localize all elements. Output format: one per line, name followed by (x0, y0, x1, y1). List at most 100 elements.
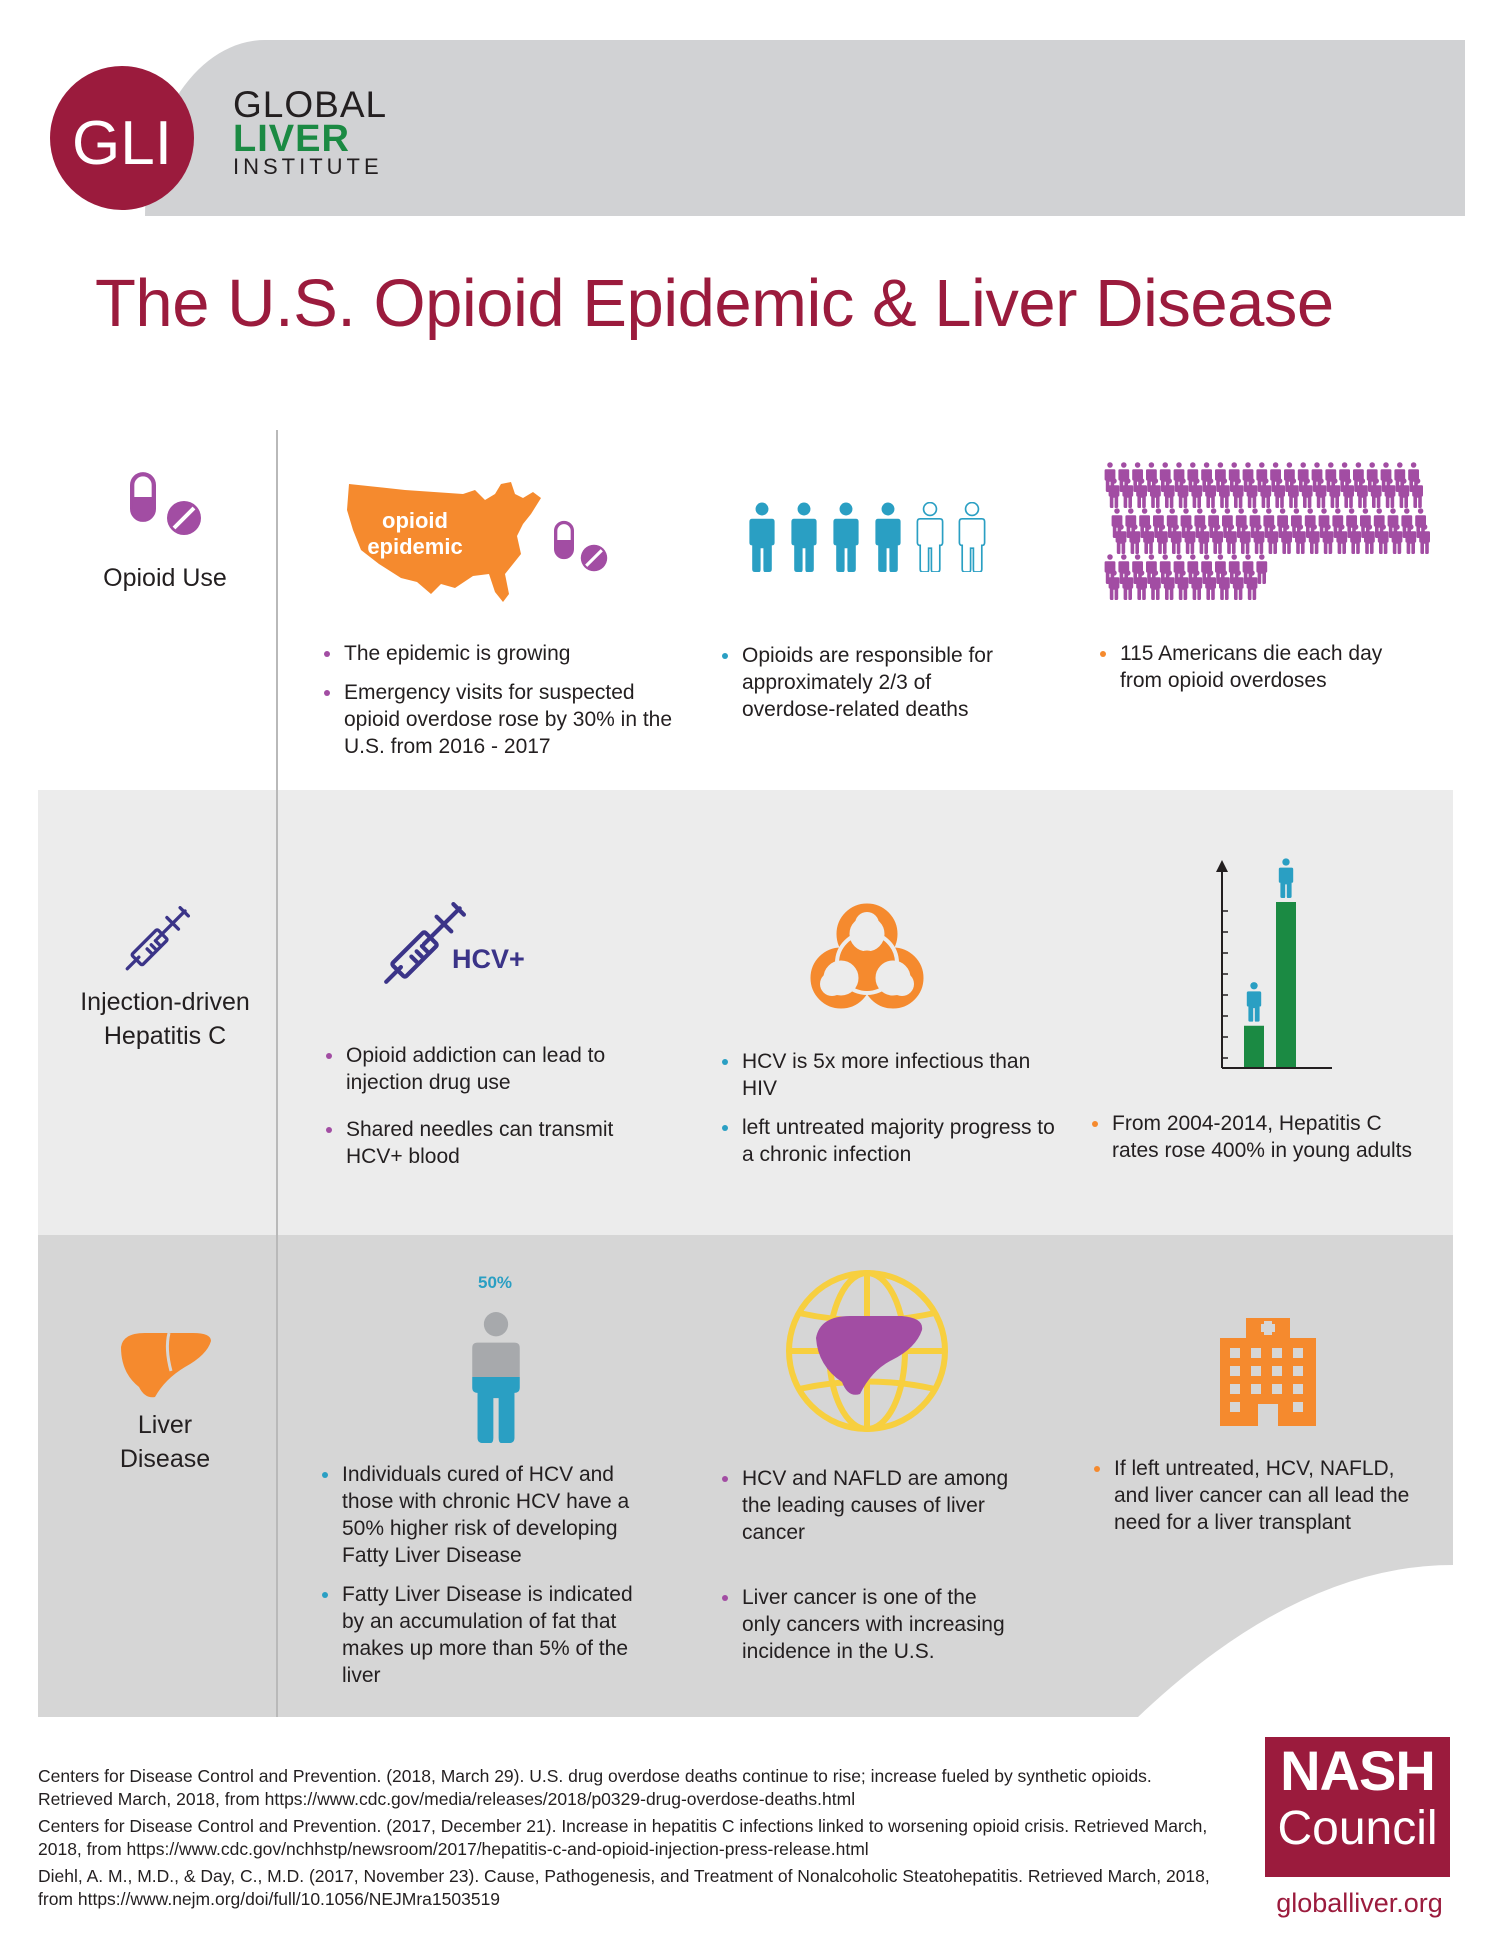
crowd-person-icon (1315, 478, 1327, 508)
crowd-person-icon (1219, 570, 1230, 600)
crowd-person-icon (1143, 524, 1154, 554)
liver-icon (121, 1332, 211, 1398)
person-filled-icon (749, 502, 775, 572)
crowd-person-icon (1350, 524, 1361, 554)
row-label-opioid-use: Opioid Use (103, 564, 227, 592)
list-item: Fatty Liver Disease is indicated by an a… (316, 1581, 656, 1689)
reference-item: Diehl, A. M., M.D., & Day, C., M.D. (201… (38, 1866, 1210, 1909)
list-item: If left untreated, HCV, NAFLD, and liver… (1088, 1455, 1418, 1536)
site-url[interactable]: globalliver.org (1276, 1888, 1443, 1918)
hospital-window (1251, 1348, 1261, 1358)
map-label-line2: epidemic (367, 534, 462, 559)
person-outline-icon (958, 502, 986, 572)
crowd-person-icon (1205, 478, 1216, 508)
crowd-person-icon (1177, 570, 1189, 600)
crowd-person-icon (1246, 570, 1258, 600)
liver-col3-list: If left untreated, HCV, NAFLD, and liver… (1088, 1455, 1418, 1548)
crowd-person-icon (1177, 478, 1189, 508)
hospital-window (1272, 1384, 1282, 1394)
syringe-icon (125, 906, 190, 971)
crowd-person-icon (1226, 524, 1237, 554)
us-map-icon: opioid epidemic (347, 482, 541, 602)
crowd-person-icon (1122, 570, 1134, 600)
list-item: 115 Americans die each day from opioid o… (1094, 640, 1424, 694)
row-label-injection: Injection-driven Hepatitis C (50, 985, 280, 1053)
crowd-person-icon (1108, 478, 1120, 508)
crowd-person-icon (1191, 478, 1203, 508)
crowd-person-icon (1136, 478, 1147, 508)
hospital-window (1293, 1366, 1303, 1376)
nash-council-logo (1265, 1737, 1450, 1877)
percent-label: 50% (477, 1273, 513, 1292)
hospital-window (1293, 1348, 1303, 1358)
injection-col2-list: HCV is 5x more infectious than HIV left … (716, 1048, 1056, 1180)
list-item: Emergency visits for suspected opioid ov… (318, 679, 683, 760)
crowd-person-icon (1357, 478, 1368, 508)
row-label-line: Injection-driven (80, 988, 250, 1016)
crowd-person-icon (1260, 478, 1272, 508)
references: Centers for Disease Control and Preventi… (38, 1765, 1228, 1915)
people-ratio-icon (749, 502, 986, 572)
map-label-line1: opioid (382, 508, 448, 533)
brand-institute: INSTITUTE (233, 154, 383, 179)
crowd-person-icon (1412, 478, 1423, 508)
hospital-window (1230, 1402, 1240, 1412)
crowd-person-icon (1391, 524, 1403, 554)
crowd-person-icon (1364, 524, 1375, 554)
person-filled-icon (791, 502, 817, 572)
page-title: The U.S. Opioid Epidemic & Liver Disease (95, 266, 1334, 341)
opioid-col2-list: Opioids are responsible for approximatel… (716, 642, 1016, 735)
list-item: Individuals cured of HCV and those with … (316, 1461, 656, 1569)
crowd-person-icon (1184, 524, 1196, 554)
crowd-person-icon (1308, 524, 1320, 554)
brand-liver: LIVER (233, 118, 350, 160)
person-filled-icon (833, 502, 859, 572)
list-item: Opioid addiction can lead to injection d… (320, 1042, 665, 1096)
opioid-col1-list: The epidemic is growing Emergency visits… (318, 640, 683, 772)
person-filled-icon (875, 502, 901, 572)
crowd-person-icon (1256, 554, 1268, 584)
crowd-person-icon (1281, 524, 1292, 554)
crowd-person-icon (1343, 478, 1354, 508)
crowd-person-icon (1232, 570, 1244, 600)
row-label-line: Disease (119, 1445, 211, 1473)
liver-section-curve (1138, 1565, 1453, 1717)
hospital-window (1293, 1402, 1303, 1412)
row-label-line: Hepatitis C (103, 1022, 227, 1050)
crowd-person-icon (1163, 478, 1175, 508)
crowd-person-icon (1398, 478, 1410, 508)
crowd-person-icon (1136, 570, 1147, 600)
crowd-person-icon (1205, 570, 1216, 600)
crowd-person-icon (1170, 524, 1182, 554)
injection-section (38, 790, 1453, 1235)
bar-person-icon (1278, 858, 1294, 898)
hospital-icon (1220, 1318, 1316, 1426)
list-item: From 2004-2014, Hepatitis C rates rose 4… (1086, 1110, 1426, 1164)
crowd-person-icon (1329, 478, 1341, 508)
crowd-person-icon (1163, 570, 1175, 600)
crowd-person-icon (1122, 478, 1134, 508)
brand-global: GLOBAL (233, 84, 388, 125)
nash-logo-text: NASH (1280, 1739, 1436, 1802)
hospital-window (1230, 1366, 1240, 1376)
crowd-person-icon (1150, 570, 1161, 600)
crowd-person-icon (1377, 524, 1389, 554)
bar-person-icon (1246, 982, 1262, 1022)
hospital-window (1230, 1384, 1240, 1394)
gli-logo: GLI (50, 66, 194, 210)
injection-col1-list: Opioid addiction can lead to injection d… (320, 1042, 665, 1182)
pill-capsule-icon (128, 470, 202, 536)
globe-liver-icon (786, 1270, 948, 1432)
list-item: Liver cancer is one of the only cancers … (716, 1584, 1016, 1665)
list-item: HCV and NAFLD are among the leading caus… (716, 1465, 1016, 1546)
hospital-window (1251, 1366, 1261, 1376)
hcv-label: HCV+ (452, 944, 525, 974)
half-filled-person-icon (472, 1312, 520, 1443)
crowd-person-icon (1129, 524, 1141, 554)
crowd-person-icon (1239, 524, 1251, 554)
row-label-line: Liver (137, 1411, 193, 1439)
crowd-person-icon (1336, 524, 1348, 554)
list-item: Shared needles can transmit HCV+ blood (320, 1116, 665, 1170)
crowd-person-icon (1419, 524, 1430, 554)
crowd-person-icon (1232, 478, 1244, 508)
